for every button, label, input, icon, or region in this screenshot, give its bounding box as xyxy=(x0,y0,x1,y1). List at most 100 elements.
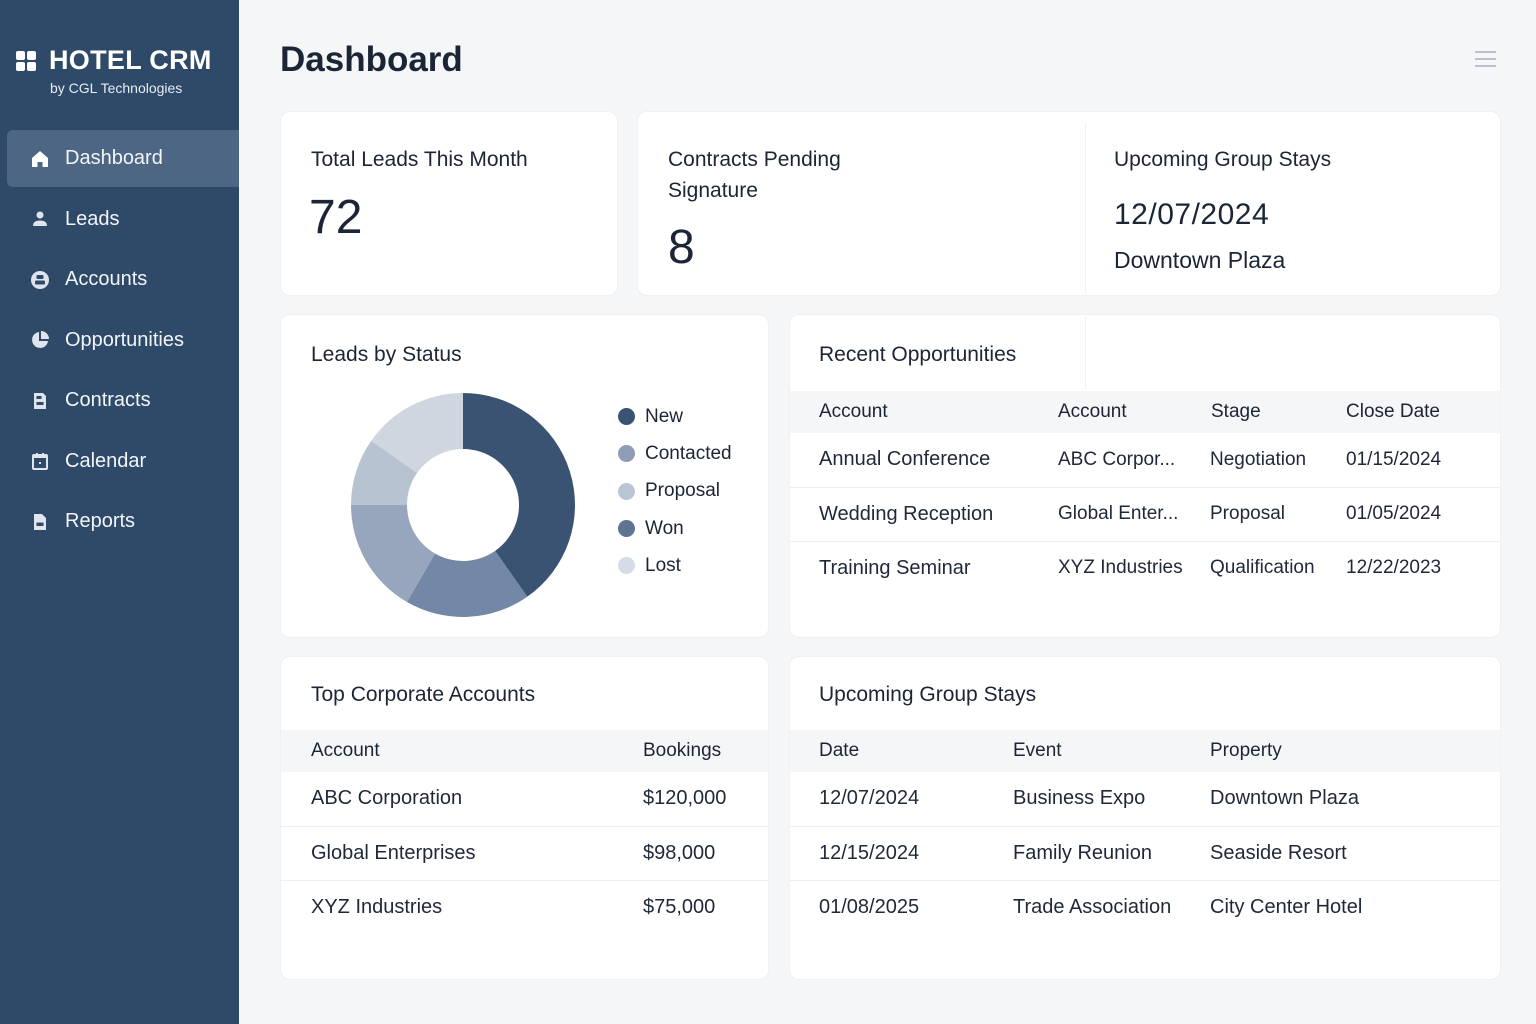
legend-item-won[interactable]: Won xyxy=(618,510,732,547)
column-header[interactable]: Date xyxy=(790,730,1013,772)
sidebar-item-label: Dashboard xyxy=(65,147,163,169)
hamburger-menu-icon[interactable] xyxy=(1474,46,1498,70)
legend-dot-icon xyxy=(618,520,635,538)
column-header[interactable]: Account xyxy=(1058,391,1210,433)
legend-dot-icon xyxy=(618,482,635,500)
opportunity-account: Global Enter... xyxy=(1058,486,1210,541)
table-row[interactable]: Wedding Reception Global Enter... Propos… xyxy=(790,486,1500,541)
legend-item-new[interactable]: New xyxy=(618,398,732,435)
legend-label: Lost xyxy=(645,554,681,576)
legend-item-lost[interactable]: Lost xyxy=(618,547,732,584)
legend-dot-icon xyxy=(618,557,635,575)
table-row[interactable]: XYZ Industries $75,000 xyxy=(281,879,768,934)
opportunity-close-date: 01/15/2024 xyxy=(1346,448,1442,470)
table-row[interactable]: 12/15/2024 Family Reunion Seaside Resort xyxy=(790,825,1500,880)
table-header-row: Account Account Stage Close Date xyxy=(790,391,1500,433)
table-header-row: Date Event Property xyxy=(790,730,1500,772)
total-leads-card: Total Leads This Month 72 xyxy=(280,111,618,296)
sidebar-item-accounts[interactable]: Accounts xyxy=(7,251,239,308)
stay-date: 01/08/2025 xyxy=(790,879,1013,934)
brand: HOTEL CRM by CGL Technologies xyxy=(16,45,212,96)
sidebar-item-calendar[interactable]: Calendar xyxy=(7,433,239,490)
table-row[interactable]: 12/07/2024 Business Expo Downtown Plaza xyxy=(790,772,1500,826)
top-accounts-card: Top Corporate Accounts Account Bookings … xyxy=(280,656,769,980)
contracts-stays-card: Contracts Pending Signature 8 Upcoming G… xyxy=(637,111,1501,296)
stay-property: Downtown Plaza xyxy=(1210,787,1359,810)
sidebar-item-label: Opportunities xyxy=(65,328,184,351)
stay-property: Seaside Resort xyxy=(1210,825,1500,880)
contracts-pending-label: Contracts Pending Signature xyxy=(668,148,841,202)
legend-label: Contacted xyxy=(645,442,732,464)
top-accounts-table: Account Bookings ABC Corporation $120,00… xyxy=(281,730,768,934)
sidebar-item-leads[interactable]: Leads xyxy=(7,191,239,248)
legend-dot-icon xyxy=(618,408,635,426)
group-stays-title: Upcoming Group Stays xyxy=(819,683,1037,706)
stay-event: Family Reunion xyxy=(1013,825,1210,880)
opportunity-stage: Negotiation xyxy=(1210,448,1307,470)
column-header[interactable]: Account xyxy=(790,391,1058,433)
legend-item-contacted[interactable]: Contacted xyxy=(618,435,732,472)
column-header[interactable]: Account xyxy=(281,730,643,772)
legend-label: Won xyxy=(645,517,684,539)
table-row[interactable]: ABC Corporation $120,000 xyxy=(281,772,768,826)
total-leads-label: Total Leads This Month xyxy=(311,148,528,171)
column-header[interactable]: Event xyxy=(1013,730,1210,772)
stay-event: Business Expo xyxy=(1013,787,1146,810)
stay-property: City Center Hotel xyxy=(1210,879,1500,934)
group-stays-card: Upcoming Group Stays Date Event Property… xyxy=(789,656,1501,980)
document-icon xyxy=(30,391,50,411)
donut-segment-contacted[interactable] xyxy=(351,505,435,602)
page-title: Dashboard xyxy=(280,40,463,79)
app-title: HOTEL CRM xyxy=(49,45,212,75)
table-row[interactable]: 01/08/2025 Trade Association City Center… xyxy=(790,879,1500,934)
account-bookings: $75,000 xyxy=(643,879,768,934)
calendar-icon xyxy=(30,451,50,471)
sidebar-item-label: Accounts xyxy=(65,268,148,290)
account-bookings: $98,000 xyxy=(643,825,768,880)
sidebar-item-contracts[interactable]: Contracts xyxy=(7,372,239,429)
legend-dot-icon xyxy=(618,445,635,463)
sidebar-item-label: Calendar xyxy=(65,449,147,472)
home-icon xyxy=(30,149,50,169)
opportunity-name: Annual Conference xyxy=(819,448,991,471)
column-header[interactable]: Stage xyxy=(1210,391,1346,433)
account-name: Global Enterprises xyxy=(281,825,643,880)
table-row[interactable]: Training Seminar XYZ Industries Qualific… xyxy=(790,540,1500,595)
opportunity-name: Training Seminar xyxy=(790,540,1058,595)
report-icon xyxy=(30,512,50,532)
legend-label: New xyxy=(645,405,684,427)
sidebar-item-label: Contracts xyxy=(65,389,151,411)
recent-opportunities-title: Recent Opportunities xyxy=(819,343,1017,366)
table-header-row: Account Bookings xyxy=(281,730,768,772)
user-icon xyxy=(30,209,50,229)
app-subtitle: by CGL Technologies xyxy=(50,80,183,96)
legend-label: Proposal xyxy=(645,480,720,502)
opportunity-close-date: 01/05/2024 xyxy=(1346,486,1500,541)
table-row[interactable]: Annual Conference ABC Corpor... Negotiat… xyxy=(790,433,1500,487)
sidebar-item-opportunities[interactable]: Opportunities xyxy=(7,312,239,369)
donut-segment-lost[interactable] xyxy=(371,393,463,473)
sidebar-item-reports[interactable]: Reports xyxy=(7,493,239,550)
opportunity-name: Wedding Reception xyxy=(790,486,1058,541)
column-header[interactable]: Bookings xyxy=(643,730,768,772)
legend-item-proposal[interactable]: Proposal xyxy=(618,473,732,510)
donut-segment-new[interactable] xyxy=(463,393,575,597)
opportunity-close-date: 12/22/2023 xyxy=(1346,540,1500,595)
opportunity-stage: Qualification xyxy=(1210,540,1346,595)
stay-date: 12/15/2024 xyxy=(790,825,1013,880)
sidebar-item-label: Leads xyxy=(65,207,120,230)
column-header[interactable]: Property xyxy=(1210,730,1500,772)
upcoming-stay-property: Downtown Plaza xyxy=(1114,247,1286,273)
account-circle-icon xyxy=(30,270,50,290)
stay-event: Trade Association xyxy=(1013,879,1210,934)
sidebar-nav: Dashboard Leads Accounts Opportunities C… xyxy=(7,130,239,554)
column-header[interactable]: Close Date xyxy=(1346,391,1500,433)
leads-donut-chart xyxy=(351,393,575,617)
contracts-pending-value: 8 xyxy=(668,221,695,274)
table-row[interactable]: Global Enterprises $98,000 xyxy=(281,825,768,880)
opportunity-account: ABC Corpor... xyxy=(1058,448,1176,470)
donut-segment-proposal[interactable] xyxy=(351,440,418,505)
sidebar-item-dashboard[interactable]: Dashboard xyxy=(7,130,239,187)
donut-segment-won[interactable] xyxy=(407,550,528,617)
sidebar-item-label: Reports xyxy=(65,510,136,532)
